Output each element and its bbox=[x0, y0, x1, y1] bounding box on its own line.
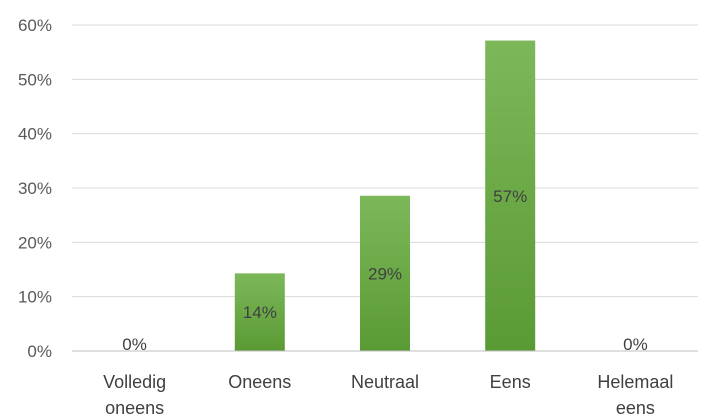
bar bbox=[360, 195, 410, 351]
y-tick-label: 10% bbox=[18, 288, 52, 307]
y-tick-label: 40% bbox=[18, 125, 52, 144]
gridlines bbox=[72, 24, 698, 298]
bars bbox=[234, 40, 536, 351]
x-category-label: Oneens bbox=[228, 372, 291, 392]
data-label: 14% bbox=[243, 303, 277, 322]
x-category-label: Neutraal bbox=[351, 372, 419, 392]
x-axis-category-labels: Volledig oneens Oneens Neutraal Eens Helemaal… bbox=[103, 372, 673, 418]
data-label: 29% bbox=[368, 264, 402, 283]
y-tick-label: 20% bbox=[18, 233, 52, 252]
y-tick-label: 60% bbox=[18, 16, 52, 35]
bar bbox=[234, 273, 285, 351]
data-label: 57% bbox=[493, 187, 527, 206]
y-tick-label: 50% bbox=[18, 70, 52, 89]
y-tick-label: 30% bbox=[18, 179, 52, 198]
data-label: 0% bbox=[122, 335, 147, 354]
x-category-label: Helemaal eens bbox=[597, 372, 673, 418]
y-axis-tick-labels: 0% 10% 20% 30% 40% 50% 60% bbox=[18, 16, 52, 361]
data-labels: 0% 14% 29% 57% 0% bbox=[122, 187, 647, 354]
data-label: 0% bbox=[623, 335, 648, 354]
x-category-label: Volledig oneens bbox=[103, 372, 166, 418]
bar bbox=[485, 40, 536, 351]
y-tick-label: 0% bbox=[27, 342, 52, 361]
x-category-label: Eens bbox=[490, 372, 531, 392]
